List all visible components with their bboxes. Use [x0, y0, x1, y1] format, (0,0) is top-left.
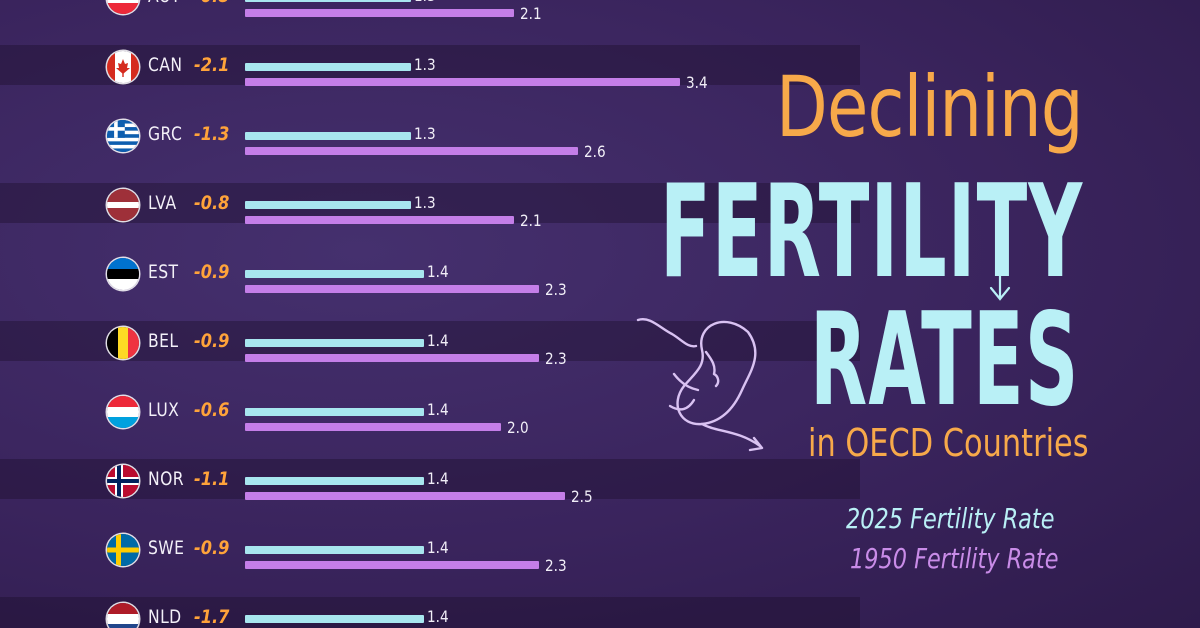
change-label: -0.9: [194, 330, 230, 352]
value-label-2025: 1.3: [414, 55, 436, 74]
value-label-1950: 2.1: [520, 211, 542, 230]
sweden-flag: [107, 534, 139, 566]
subtitle: in OECD Countries: [808, 421, 1089, 465]
value-label-1950: 2.3: [545, 280, 567, 299]
bar-1950: [245, 147, 578, 155]
belgium-flag: [107, 327, 139, 359]
country-code-label: GRC: [148, 123, 183, 145]
luxembourg-flag: [107, 396, 139, 428]
bar-1950: [245, 423, 501, 431]
country-code-label: NOR: [148, 468, 184, 490]
bar-1950: [245, 492, 565, 500]
canada-flag: [107, 51, 139, 83]
value-label-2025: 1.3: [414, 193, 436, 212]
value-label-1950: 2.3: [545, 556, 567, 575]
change-label: -1.7: [194, 606, 230, 628]
bar-2025: [245, 477, 424, 485]
title-rates: RATES: [810, 286, 1080, 435]
chart-row: GRC -1.3 1.3 2.6: [0, 106, 800, 166]
latvia-flag: [107, 189, 139, 221]
chart-row: NLD -1.7 1.4 3.1: [0, 589, 800, 628]
chart-row: NOR -1.1 1.4 2.5: [0, 451, 800, 511]
value-label-2025: 1.4: [427, 262, 449, 281]
change-label: -0.9: [194, 537, 230, 559]
chart-row: EST -0.9 1.4 2.3: [0, 244, 800, 304]
bar-2025: [245, 615, 424, 623]
country-code-label: CAN: [148, 54, 183, 76]
value-label-1950: 3.1: [648, 625, 670, 628]
country-code-label: NLD: [148, 606, 182, 628]
country-code-label: EST: [148, 261, 179, 283]
bar-2025: [245, 0, 411, 2]
row-band: [0, 597, 860, 628]
country-code-label: BEL: [148, 330, 179, 352]
bar-2025: [245, 270, 424, 278]
bar-1950: [245, 216, 514, 224]
change-label: -2.1: [194, 54, 230, 76]
value-label-2025: 1.4: [427, 331, 449, 350]
chart-row: BEL -0.9 1.4 2.3: [0, 313, 800, 373]
bar-1950: [245, 354, 539, 362]
value-label-1950: 2.0: [507, 418, 529, 437]
value-label-1950: 2.1: [520, 4, 542, 23]
chart-row: AUT -0.8 1.3 2.1: [0, 0, 800, 28]
country-code-label: AUT: [148, 0, 181, 7]
chart-row: LVA -0.8 1.3 2.1: [0, 175, 800, 235]
value-label-2025: 1.3: [414, 0, 436, 5]
change-label: -0.6: [194, 399, 230, 421]
value-label-1950: 2.5: [571, 487, 593, 506]
fetus-icon: [636, 318, 764, 452]
country-code-label: SWE: [148, 537, 185, 559]
value-label-2025: 1.4: [427, 400, 449, 419]
bar-2025: [245, 132, 411, 140]
bar-2025: [245, 201, 411, 209]
bar-2025: [245, 408, 424, 416]
value-label-2025: 1.4: [427, 607, 449, 626]
value-label-1950: 2.6: [584, 142, 606, 161]
estonia-flag: [107, 258, 139, 290]
title-fertility: FERTILITY: [660, 158, 1084, 307]
change-label: -0.9: [194, 261, 230, 283]
bar-2025: [245, 339, 424, 347]
netherlands-flag: [107, 603, 139, 628]
country-code-label: LUX: [148, 399, 180, 421]
greece-flag: [107, 120, 139, 152]
bar-1950: [245, 561, 539, 569]
change-label: -0.8: [194, 0, 229, 7]
change-label: -1.3: [194, 123, 230, 145]
bar-2025: [245, 546, 424, 554]
value-label-2025: 1.3: [414, 124, 436, 143]
norway-flag: [107, 465, 139, 497]
down-arrow-icon: [989, 228, 1011, 301]
country-code-label: LVA: [148, 192, 177, 214]
change-label: -0.8: [194, 192, 230, 214]
chart-row: SWE -0.9 1.4 2.3: [0, 520, 800, 580]
chart-row: LUX -0.6 1.4 2.0: [0, 382, 800, 442]
title-declining: Declining: [776, 58, 1083, 156]
legend-1950: 1950 Fertility Rate: [850, 542, 1059, 575]
bar-1950: [245, 78, 680, 86]
austria-flag: [107, 0, 139, 14]
value-label-2025: 1.4: [427, 469, 449, 488]
value-label-2025: 1.4: [427, 538, 449, 557]
bar-1950: [245, 285, 539, 293]
legend-2025: 2025 Fertility Rate: [846, 502, 1055, 535]
bar-2025: [245, 63, 411, 71]
value-label-1950: 3.4: [686, 73, 708, 92]
change-label: -1.1: [194, 468, 230, 490]
chart-row: CAN -2.1 1.3 3.4: [0, 37, 800, 97]
bar-1950: [245, 9, 514, 17]
value-label-1950: 2.3: [545, 349, 567, 368]
